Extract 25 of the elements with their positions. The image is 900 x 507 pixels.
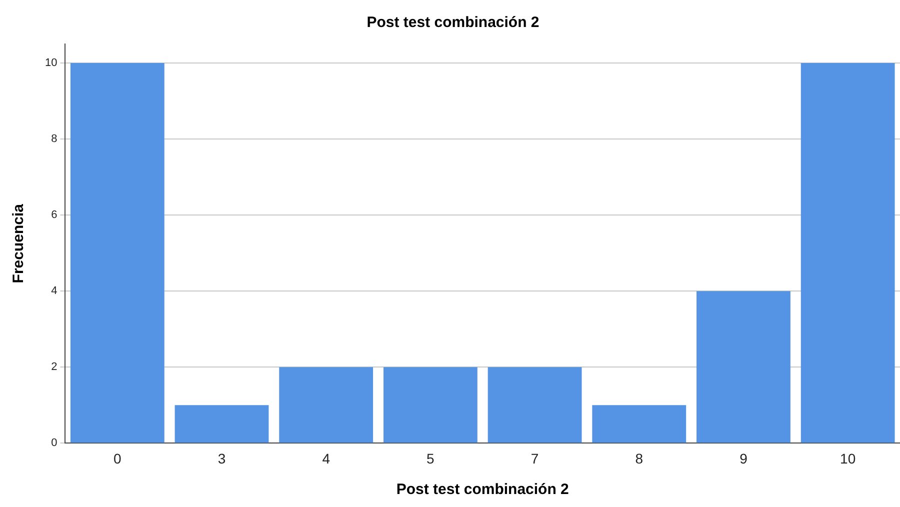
bar — [70, 63, 164, 443]
x-tick-label: 8 — [635, 450, 644, 466]
y-tick-label: 4 — [51, 285, 58, 298]
x-axis-title: Post test combinación 2 — [396, 481, 569, 498]
y-tick-label: 2 — [51, 361, 58, 374]
x-tick-label: 0 — [114, 450, 122, 466]
x-tick-label: 9 — [740, 450, 748, 466]
chart-title: Post test combinación 2 — [366, 14, 540, 32]
x-tick-label: 3 — [218, 450, 226, 466]
bar — [174, 405, 269, 443]
bar — [279, 367, 374, 443]
y-tick-label: 10 — [44, 57, 58, 70]
bar — [800, 63, 895, 443]
x-tick-label: 4 — [322, 450, 330, 466]
x-tick-label: 10 — [840, 450, 856, 466]
y-tick-label: 8 — [51, 133, 58, 146]
x-tick-label: 7 — [530, 450, 539, 466]
bar — [696, 291, 790, 443]
x-tick-label: 5 — [426, 450, 435, 466]
bar — [592, 405, 686, 443]
y-tick-label: 6 — [51, 209, 58, 222]
y-tick-label: 0 — [51, 437, 58, 450]
bar — [383, 367, 478, 443]
y-axis-title: Frecuencia — [10, 203, 28, 284]
bar — [488, 367, 582, 443]
